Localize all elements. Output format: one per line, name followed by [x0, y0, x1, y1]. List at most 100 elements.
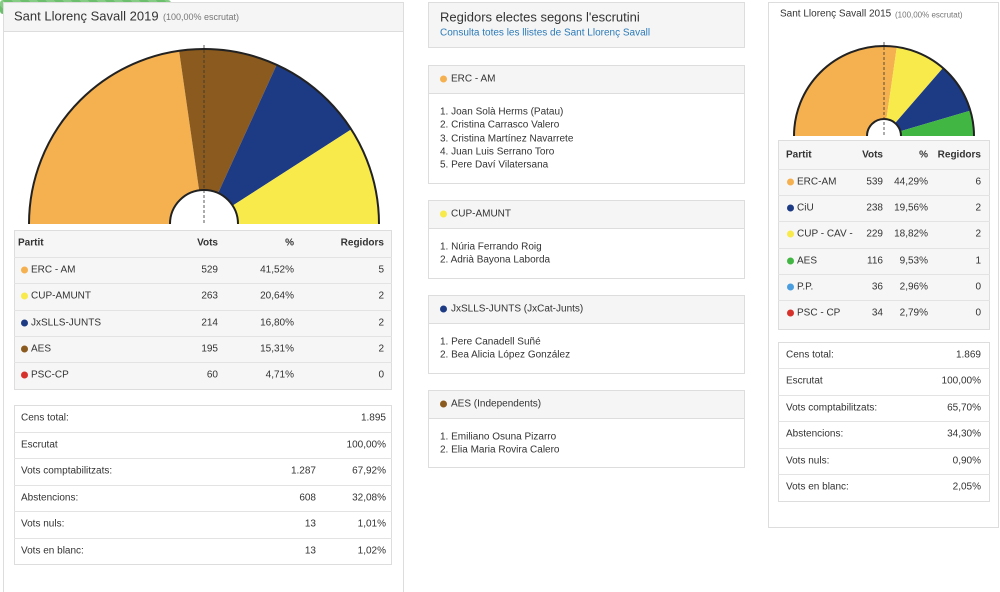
row-divider: [778, 474, 990, 475]
panel-status: (100,00% escrutat): [895, 10, 963, 20]
votes: 34: [871, 307, 883, 319]
seats: 0: [975, 307, 981, 319]
row-divider: [778, 300, 990, 301]
summary-value: 100,00%: [941, 375, 981, 387]
summary-value: 1.895: [360, 412, 386, 424]
party-dot: [787, 257, 794, 265]
row-divider: [778, 394, 990, 396]
party-dot: [787, 178, 794, 186]
vote-share: 41,52%: [260, 264, 294, 276]
seat-segment: [794, 46, 897, 137]
row-divider: [14, 458, 392, 460]
row-divider: [778, 421, 990, 423]
row-divider: [778, 169, 990, 170]
votes: 116: [867, 255, 883, 267]
link: Consulta totes les llistes de Sant Llore…: [440, 27, 651, 39]
row-divider: [14, 257, 392, 258]
row-divider: [778, 195, 990, 197]
panel-status: (100,00% escrutat): [163, 12, 240, 22]
summary-label: Escrutat: [21, 439, 58, 451]
vote-share: 44,29%: [894, 176, 928, 188]
summary-value: 67,92%: [352, 465, 386, 477]
party-dot: [21, 319, 28, 327]
vote-share: 15,31%: [260, 343, 294, 355]
party-dot: [787, 204, 794, 212]
elected-member: 5. Pere Daví Vilatersana: [440, 159, 549, 171]
votes: 214: [201, 317, 218, 329]
vote-share: 2,79%: [899, 307, 928, 319]
party-name: CiU: [797, 202, 814, 214]
panel: [428, 389, 745, 419]
summary-label: Abstencions:: [21, 492, 79, 504]
row-divider: [14, 484, 392, 486]
party-name: P.P.: [797, 281, 814, 293]
column-header: Regidors: [340, 237, 384, 249]
summary-label: Cens total:: [21, 412, 69, 424]
elected-member: 2. Bea Alicia López González: [440, 349, 571, 361]
summary-value: 0,90%: [952, 455, 981, 467]
list-party: JxSLLS-JUNTS (JxCat-Junts): [451, 303, 584, 315]
column-header: Vots: [862, 149, 883, 161]
row-divider: [778, 221, 990, 223]
elected-member: 2. Adrià Bayona Laborda: [440, 254, 551, 266]
seats: 2: [975, 228, 981, 240]
summary-value: 34,30%: [947, 428, 981, 440]
panel: [428, 65, 745, 94]
row-divider: [14, 431, 392, 433]
summary-value: 13: [304, 545, 316, 557]
vote-share: 9,53%: [899, 255, 928, 267]
party-dot: [440, 210, 447, 218]
votes: 195: [201, 343, 218, 355]
party-name: JxSLLS-JUNTS: [31, 317, 102, 329]
party-dot: [440, 75, 447, 83]
party-name: ERC-AM: [797, 176, 837, 188]
vote-share: 4,71%: [265, 369, 294, 381]
party-dot: [21, 266, 28, 274]
row-divider: [778, 273, 990, 275]
seat-segment: [179, 48, 277, 194]
seats: 2: [378, 290, 384, 302]
column-header: Regidors: [937, 149, 981, 161]
row-divider: [14, 362, 392, 364]
list-party: AES (Independents): [451, 398, 542, 410]
row-divider: [778, 447, 990, 449]
elected-member: 1. Núria Ferrando Roig: [440, 241, 542, 253]
summary-label: Vots en blanc:: [21, 545, 84, 557]
summary-value: 100,00%: [346, 439, 386, 451]
seat-segment: [895, 67, 971, 132]
row-divider: [778, 368, 990, 370]
seats: 2: [378, 317, 384, 329]
summary-label: Vots nuls:: [21, 518, 65, 530]
summary-label: Escrutat: [786, 375, 823, 387]
vote-share: 19,56%: [894, 202, 928, 214]
seats: 5: [378, 264, 384, 276]
elected-member: 3. Cristina Martínez Navarrete: [440, 133, 574, 145]
column-header: Partit: [18, 237, 44, 249]
party-name: CUP-AMUNT: [31, 290, 91, 302]
party-name: AES: [797, 255, 818, 267]
party-dot: [440, 305, 447, 313]
votes: 238: [866, 202, 883, 214]
column-header: Vots: [197, 237, 218, 249]
column-header: Partit: [786, 149, 812, 161]
elected-member: 2. Elia Maria Rovira Calero: [440, 444, 560, 456]
summary-label: Vots nuls:: [786, 455, 830, 467]
summary-label: Vots comptabilitzats:: [21, 465, 113, 477]
list-party: ERC - AM: [451, 73, 496, 85]
party-name: PSC-CP: [31, 369, 69, 381]
panel: [428, 2, 745, 48]
list-party: CUP-AMUNT: [451, 208, 511, 220]
summary-value: 1,02%: [357, 545, 386, 557]
votes: 60: [206, 369, 218, 381]
votes: 529: [201, 264, 218, 276]
party-name: PSC - CP: [797, 307, 841, 319]
seats: 6: [975, 176, 981, 188]
panel-title: Sant Llorenç Savall 2015: [780, 8, 892, 20]
summary-value: 2,05%: [952, 481, 981, 493]
seats: 1: [975, 255, 981, 267]
votes: 229: [866, 228, 883, 240]
vote-share: 18,82%: [894, 228, 928, 240]
panel: [3, 2, 404, 32]
